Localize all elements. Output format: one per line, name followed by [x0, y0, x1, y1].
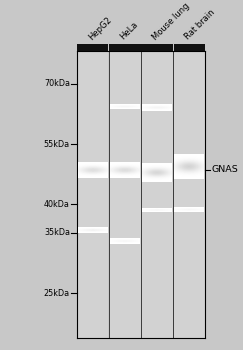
Bar	[141, 44, 173, 51]
Bar	[77, 44, 108, 51]
Text: GNAS: GNAS	[212, 165, 238, 174]
Text: Mouse lung: Mouse lung	[151, 1, 191, 42]
Bar	[109, 51, 140, 338]
Text: HepG2: HepG2	[86, 15, 113, 42]
Text: 55kDa: 55kDa	[44, 140, 70, 148]
Text: HeLa: HeLa	[119, 20, 140, 42]
Text: 25kDa: 25kDa	[44, 289, 70, 298]
Bar	[174, 51, 205, 338]
Bar	[109, 44, 140, 51]
Text: 70kDa: 70kDa	[44, 79, 70, 88]
Bar	[174, 44, 205, 51]
Text: Rat brain: Rat brain	[183, 8, 217, 42]
Bar	[77, 51, 108, 338]
Text: 35kDa: 35kDa	[44, 229, 70, 238]
Text: 40kDa: 40kDa	[44, 200, 70, 209]
Bar	[141, 51, 173, 338]
